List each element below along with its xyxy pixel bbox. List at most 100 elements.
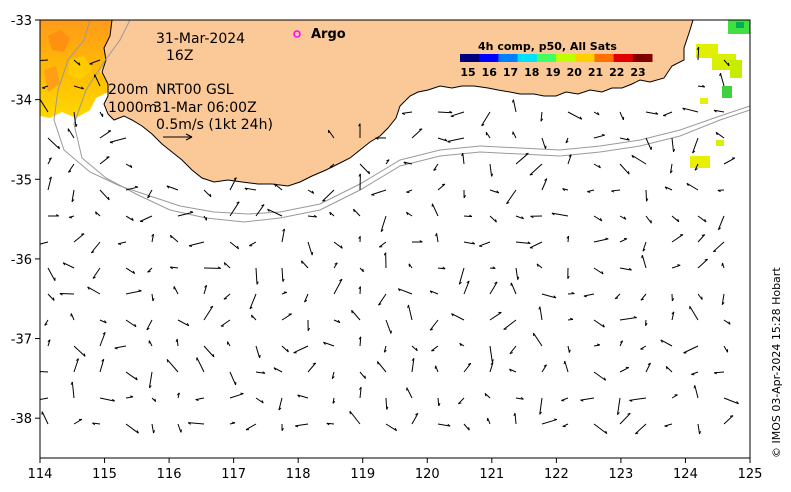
- current-vector: [147, 189, 153, 199]
- current-vector-head: [169, 235, 172, 239]
- current-vector: [229, 177, 237, 191]
- current-vector: [691, 371, 699, 375]
- current-vector-head: [635, 432, 639, 435]
- current-vector-head: [719, 72, 721, 77]
- current-vector-head: [407, 304, 409, 308]
- product-label: NRT00 GSL: [156, 82, 234, 98]
- current-vector-head: [329, 166, 333, 168]
- contour-1000m: [73, 20, 750, 223]
- current-vector-head: [59, 293, 63, 296]
- current-vector: [71, 189, 75, 202]
- current-vector: [125, 267, 135, 275]
- current-vector: [125, 186, 139, 191]
- current-vector-head: [187, 422, 191, 425]
- current-vector: [274, 183, 283, 191]
- current-vector-head: [664, 425, 668, 428]
- current-vector: [645, 189, 648, 202]
- current-vector-head: [459, 343, 462, 347]
- current-vector: [99, 319, 107, 324]
- current-vector: [92, 422, 101, 425]
- current-vector-head: [244, 187, 248, 191]
- current-vector-head: [551, 212, 555, 216]
- legend-swatch: [594, 54, 615, 62]
- current-vector-head: [351, 310, 353, 314]
- current-vector-head: [718, 227, 721, 231]
- current-vector-head: [114, 347, 118, 350]
- current-vector-head: [261, 204, 265, 207]
- current-vector: [307, 189, 314, 194]
- current-vector: [489, 189, 499, 194]
- current-vector-head: [451, 313, 454, 317]
- current-vector: [587, 189, 595, 193]
- current-vector: [353, 208, 361, 217]
- current-vector: [114, 345, 127, 349]
- current-vector-head: [628, 267, 632, 271]
- current-vector: [509, 368, 517, 373]
- current-vector: [723, 415, 734, 425]
- x-axis-longitude: 114 115 116 117 118 119 120 121 122 123 124 125: [28, 458, 762, 482]
- current-vector: [458, 267, 465, 285]
- current-vector-head: [490, 362, 494, 365]
- depth-contour-2-label: 1000m: [108, 100, 157, 116]
- current-vector: [463, 280, 470, 295]
- current-vector-head: [101, 358, 105, 362]
- legend-tick-label: 22: [609, 66, 624, 79]
- current-vector: [359, 336, 362, 347]
- current-vector: [671, 311, 675, 321]
- current-vector-head: [349, 411, 351, 415]
- current-vector: [671, 137, 674, 152]
- current-vector-head: [383, 252, 387, 256]
- current-vector-head: [231, 421, 236, 424]
- current-vector-head: [468, 427, 470, 431]
- current-vector: [640, 293, 647, 301]
- current-vector: [196, 357, 205, 373]
- current-vector: [723, 397, 739, 405]
- current-vector-head: [364, 375, 366, 379]
- current-vector: [697, 423, 701, 435]
- current-vector: [541, 293, 557, 299]
- current-vector-head: [81, 233, 85, 235]
- current-vector: [407, 304, 413, 321]
- current-vector-head: [441, 183, 446, 186]
- current-vector-head: [209, 193, 212, 197]
- current-vector: [40, 397, 49, 401]
- current-vector-head: [223, 298, 227, 300]
- credit-label: © IMOS 03-Apr-2024 15:28 Hobart: [770, 267, 783, 458]
- current-vector-head: [481, 123, 485, 127]
- current-vector: [515, 241, 531, 245]
- current-vector-head: [444, 138, 448, 142]
- current-vector-head: [118, 243, 122, 246]
- legend-swatch: [575, 54, 595, 62]
- current-vector-head: [233, 177, 237, 180]
- current-vector: [151, 423, 155, 434]
- plot-frame: [39, 19, 751, 459]
- legend-swatch: [613, 54, 634, 62]
- current-vector-head: [491, 359, 494, 363]
- current-vector-head: [152, 298, 155, 302]
- current-vector: [719, 72, 725, 87]
- current-vector-head: [52, 297, 55, 301]
- current-vector-head: [75, 358, 79, 361]
- y-tick-label: -36: [11, 253, 32, 268]
- current-vector-head: [377, 361, 379, 365]
- current-vector: [99, 130, 112, 139]
- current-vector-head: [358, 286, 361, 290]
- current-vector: [429, 290, 439, 295]
- current-vector-head: [249, 306, 253, 310]
- current-vector-head: [334, 262, 338, 265]
- current-vector: [307, 241, 313, 256]
- current-vector: [614, 293, 621, 300]
- legend-swatch: [556, 54, 576, 62]
- current-vector: [47, 339, 51, 347]
- current-vector: [146, 319, 153, 331]
- current-vector: [68, 163, 75, 173]
- current-vector: [349, 410, 361, 425]
- current-vector-head: [629, 399, 633, 402]
- current-vector: [125, 319, 137, 328]
- current-vector-head: [701, 234, 705, 237]
- current-vector-head: [337, 319, 341, 323]
- current-vector-head: [619, 340, 623, 343]
- current-vector-head: [713, 372, 718, 375]
- current-vector-head: [665, 366, 668, 370]
